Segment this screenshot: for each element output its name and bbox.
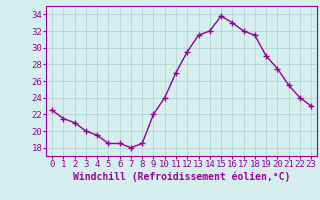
X-axis label: Windchill (Refroidissement éolien,°C): Windchill (Refroidissement éolien,°C) (73, 172, 290, 182)
